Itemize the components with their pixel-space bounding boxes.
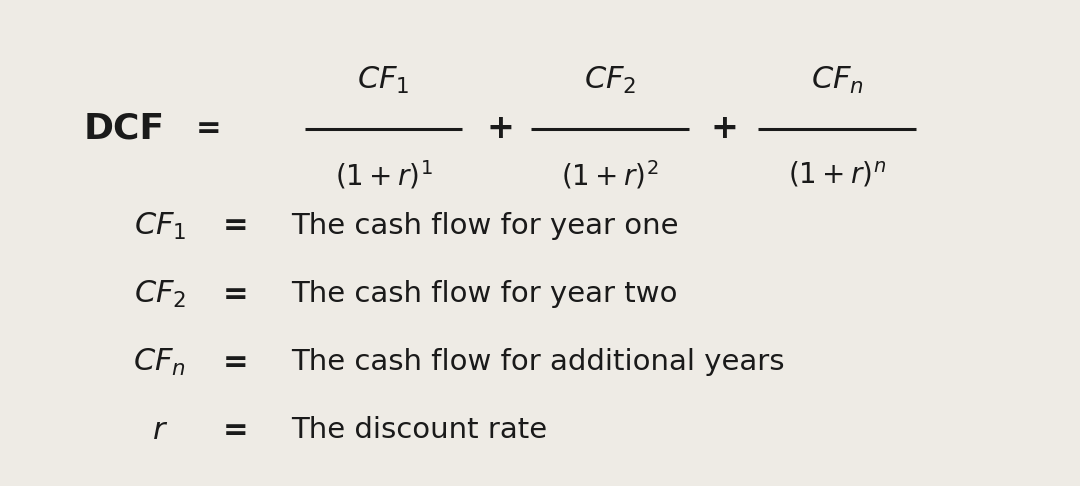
Text: $\mathit{CF}_2$: $\mathit{CF}_2$ — [134, 278, 186, 310]
Text: $\mathit{CF}_1$: $\mathit{CF}_1$ — [134, 210, 186, 242]
Text: The cash flow for year one: The cash flow for year one — [292, 212, 679, 240]
Text: =: = — [195, 114, 221, 143]
Text: =: = — [222, 211, 248, 241]
Text: +: + — [711, 112, 739, 145]
Text: +: + — [486, 112, 514, 145]
Text: The cash flow for additional years: The cash flow for additional years — [292, 348, 785, 376]
Text: =: = — [222, 416, 248, 445]
Text: =: = — [222, 279, 248, 309]
Text: $r$: $r$ — [152, 416, 167, 445]
Text: The cash flow for year two: The cash flow for year two — [292, 280, 678, 308]
Text: $\mathit{CF}_2$: $\mathit{CF}_2$ — [584, 65, 636, 96]
Text: $\mathit{CF}_n$: $\mathit{CF}_n$ — [133, 347, 187, 378]
Text: $\mathit{CF}_1$: $\mathit{CF}_1$ — [357, 65, 409, 96]
Text: $(1 + r)^n$: $(1 + r)^n$ — [788, 160, 886, 190]
Text: =: = — [222, 347, 248, 377]
Text: DCF: DCF — [83, 112, 165, 146]
Text: $(1 + r)^2$: $(1 + r)^2$ — [562, 158, 659, 191]
Text: $(1 + r)^1$: $(1 + r)^1$ — [335, 158, 432, 191]
Text: The discount rate: The discount rate — [292, 416, 548, 444]
Text: $\mathit{CF}_n$: $\mathit{CF}_n$ — [810, 65, 864, 96]
